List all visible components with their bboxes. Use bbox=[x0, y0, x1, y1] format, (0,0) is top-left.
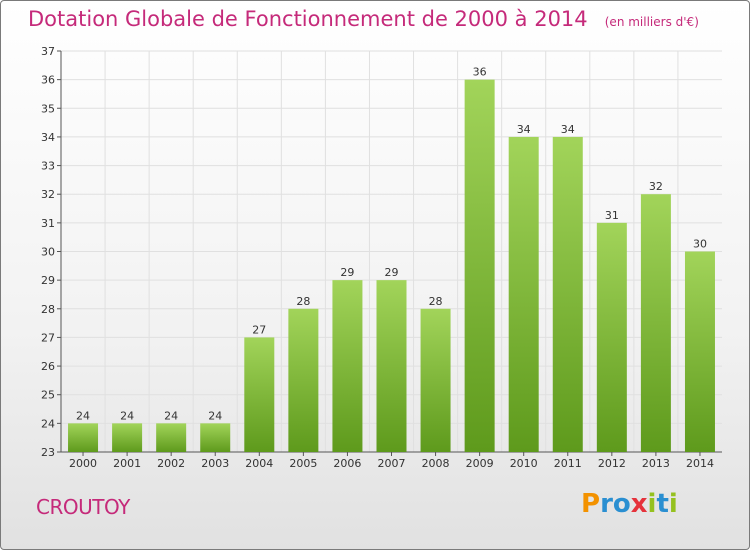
bar-2013 bbox=[640, 194, 671, 452]
bar-2002 bbox=[156, 423, 187, 452]
data-label-2005: 28 bbox=[296, 295, 310, 308]
data-label-2011: 34 bbox=[561, 123, 575, 136]
x-tick-label: 2000 bbox=[69, 457, 97, 470]
bar-2001 bbox=[112, 423, 143, 452]
y-tick-label: 28 bbox=[41, 303, 55, 316]
data-label-2006: 29 bbox=[340, 266, 354, 279]
data-label-2014: 30 bbox=[693, 238, 707, 251]
data-label-2001: 24 bbox=[120, 409, 134, 422]
y-tick-label: 25 bbox=[41, 389, 55, 402]
y-tick-label: 34 bbox=[41, 131, 55, 144]
data-label-2003: 24 bbox=[208, 409, 222, 422]
bar-2003 bbox=[200, 423, 231, 452]
data-label-2012: 31 bbox=[605, 209, 619, 222]
chart-subtitle: (en milliers d'€) bbox=[604, 15, 699, 29]
logo-letter: P bbox=[581, 489, 601, 519]
data-label-2004: 27 bbox=[252, 323, 266, 336]
x-tick-label: 2001 bbox=[113, 457, 141, 470]
bar-2010 bbox=[508, 136, 539, 452]
y-tick-label: 26 bbox=[41, 360, 55, 373]
labels: 23 24 25 26 27 28 29 30 31 32 33 34 35 36 37 2000 24 2001… bbox=[41, 45, 714, 470]
x-tick-label: 2004 bbox=[245, 457, 273, 470]
y-tick-label: 36 bbox=[41, 74, 55, 87]
bar-2005 bbox=[288, 308, 319, 452]
y-tick-label: 24 bbox=[41, 417, 55, 430]
x-tick-label: 2005 bbox=[289, 457, 317, 470]
x-tick-label: 2008 bbox=[422, 457, 450, 470]
y-tick-label: 32 bbox=[41, 188, 55, 201]
bar-2014 bbox=[684, 251, 715, 452]
logo-letter: i bbox=[647, 489, 657, 519]
x-tick-label: 2007 bbox=[378, 457, 406, 470]
y-tick-label: 27 bbox=[41, 331, 55, 344]
bar-2006 bbox=[332, 280, 363, 452]
x-tick-label: 2002 bbox=[157, 457, 185, 470]
logo-letter: o bbox=[612, 489, 631, 519]
data-label-2009: 36 bbox=[473, 66, 487, 79]
x-tick-label: 2010 bbox=[510, 457, 538, 470]
y-tick-label: 31 bbox=[41, 217, 55, 230]
data-label-2010: 34 bbox=[517, 123, 531, 136]
commune-name: CROUTOY bbox=[36, 495, 130, 519]
bar-2011 bbox=[552, 136, 583, 452]
bar-2008 bbox=[420, 308, 451, 452]
chart-title: Dotation Globale de Fonctionnement de 20… bbox=[28, 7, 588, 31]
x-tick-label: 2012 bbox=[598, 457, 626, 470]
bar-2009 bbox=[464, 79, 495, 453]
x-tick-label: 2006 bbox=[333, 457, 361, 470]
y-tick-label: 23 bbox=[41, 446, 55, 459]
data-label-2007: 29 bbox=[385, 266, 399, 279]
logo-letter: t bbox=[656, 489, 669, 519]
x-tick-label: 2003 bbox=[201, 457, 229, 470]
data-label-2008: 28 bbox=[429, 295, 443, 308]
bars bbox=[68, 79, 715, 453]
x-tick-label: 2011 bbox=[554, 457, 582, 470]
logo-letter: r bbox=[600, 489, 613, 519]
x-tick-label: 2009 bbox=[466, 457, 494, 470]
x-tick-label: 2013 bbox=[642, 457, 670, 470]
y-tick-label: 37 bbox=[41, 45, 55, 58]
x-tick-label: 2014 bbox=[686, 457, 714, 470]
data-label-2013: 32 bbox=[649, 180, 663, 193]
bar-2012 bbox=[596, 222, 627, 452]
y-tick-label: 33 bbox=[41, 160, 55, 173]
bar-2000 bbox=[68, 423, 99, 452]
logo-letter: x bbox=[630, 489, 648, 519]
data-label-2000: 24 bbox=[76, 409, 90, 422]
proxiti-logo[interactable]: Proxiti bbox=[581, 489, 678, 519]
chart-title-block: Dotation Globale de Fonctionnement de 20… bbox=[28, 7, 699, 31]
y-tick-label: 35 bbox=[41, 102, 55, 115]
bar-2007 bbox=[376, 280, 407, 452]
logo-letter: i bbox=[668, 489, 678, 519]
bar-2004 bbox=[244, 337, 275, 452]
data-label-2002: 24 bbox=[164, 409, 178, 422]
y-tick-label: 29 bbox=[41, 274, 55, 287]
y-tick-label: 30 bbox=[41, 246, 55, 259]
